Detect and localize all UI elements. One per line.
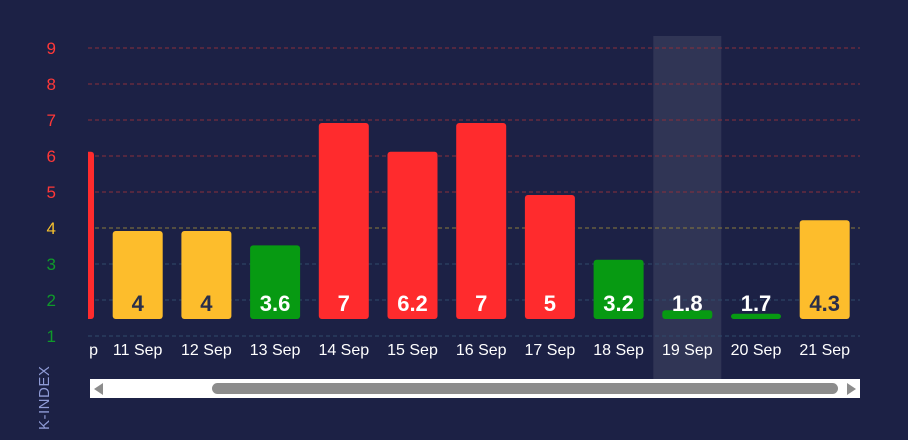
bar[interactable] [318, 123, 369, 319]
bar[interactable] [250, 245, 301, 319]
x-tick-label: 20 Sep [731, 342, 782, 359]
horizontal-scrollbar[interactable] [90, 379, 860, 398]
x-tick-label: 11 Sep [113, 342, 163, 359]
data-label: 1.8 [672, 291, 703, 316]
bar[interactable] [112, 231, 163, 319]
bars-group: 4 4 3.6 7 6.2 7 5 3.2 1.8 1.7 4.3 [44, 123, 850, 319]
y-tick-label: 1 [47, 327, 56, 346]
data-label: 4 [132, 291, 145, 316]
data-label: 7 [475, 291, 487, 316]
bar[interactable] [731, 313, 781, 319]
scroll-right-icon[interactable] [847, 383, 856, 395]
data-label: 3.6 [260, 291, 291, 316]
y-tick-label: 2 [47, 291, 56, 310]
highlight-band [653, 36, 722, 379]
x-tick-label: 13 Sep [250, 342, 301, 359]
bar[interactable] [524, 195, 575, 319]
y-tick-label: 8 [47, 75, 56, 94]
bar[interactable] [456, 123, 507, 319]
bar[interactable] [799, 220, 850, 319]
data-label: 3.2 [603, 291, 634, 316]
data-label: 4.3 [809, 291, 840, 316]
data-label: 4 [200, 291, 213, 316]
data-label: 1.7 [741, 291, 772, 316]
scroll-left-icon[interactable] [94, 383, 103, 395]
scroll-thumb[interactable] [212, 383, 838, 394]
x-tick-label: 15 Sep [387, 342, 438, 359]
data-label: 5 [544, 291, 556, 316]
y-tick-label: 6 [47, 147, 56, 166]
x-tick-label: 14 Sep [318, 342, 369, 359]
x-tick-label: 21 Sep [799, 342, 850, 359]
y-axis-title: K-INDEX [36, 365, 53, 430]
y-tick-label: 9 [47, 39, 56, 58]
x-tick-label: 12 Sep [181, 342, 232, 359]
data-label: 6.2 [397, 291, 428, 316]
data-label: 7 [338, 291, 350, 316]
bar[interactable] [387, 151, 438, 319]
x-tick-label: 16 Sep [456, 342, 507, 359]
x-tick-label: 19 Sep [662, 342, 713, 359]
x-tick-label: p [89, 342, 98, 359]
bar[interactable] [662, 310, 713, 319]
y-tick-label: 3 [47, 255, 56, 274]
bar[interactable] [593, 259, 644, 319]
x-tick-label: 18 Sep [593, 342, 644, 359]
bar[interactable] [181, 231, 232, 319]
y-tick-label: 5 [47, 183, 56, 202]
x-tick-label: 17 Sep [525, 342, 576, 359]
y-tick-label: 4 [47, 219, 56, 238]
y-tick-label: 7 [47, 111, 56, 130]
bar[interactable] [44, 151, 94, 319]
